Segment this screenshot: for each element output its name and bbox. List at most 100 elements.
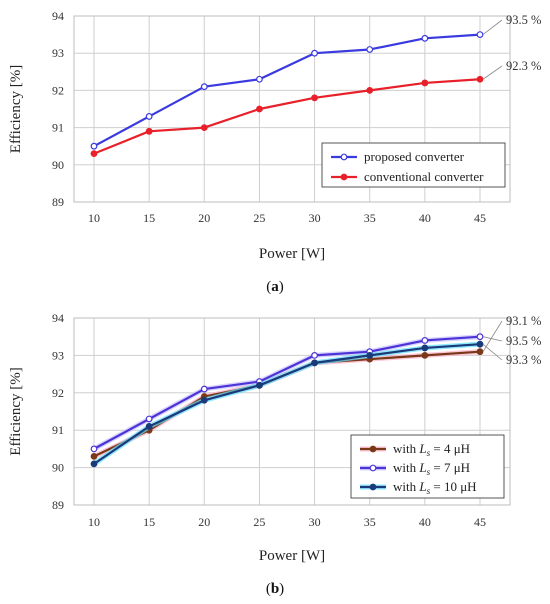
data-point: [200, 396, 208, 404]
data-point: [200, 124, 208, 131]
legend-label-prefix: with: [393, 479, 419, 494]
x-tick-label: 15: [143, 211, 155, 225]
y-tick-label: 93: [52, 348, 64, 362]
legend-marker: [340, 173, 348, 181]
data-point: [256, 75, 263, 83]
y-tick-label: 94: [52, 311, 64, 325]
data-point: [145, 415, 153, 423]
y-tick-label: 90: [52, 461, 64, 475]
data-point: [421, 337, 429, 344]
data-point: [256, 381, 263, 389]
annotation-leader: [482, 336, 503, 342]
x-tick-label: 10: [88, 211, 100, 225]
end-value-annotation: 93.3 %: [506, 353, 541, 367]
legend-label-suffix: = 4 μH: [430, 441, 470, 456]
data-point: [421, 79, 429, 87]
data-point: [476, 340, 484, 348]
data-point: [256, 105, 263, 113]
plot-frame: [73, 15, 511, 203]
data-point: [311, 352, 318, 359]
legend-label-subscript: s: [427, 467, 431, 477]
legend-box: [321, 142, 506, 188]
legend-marker: [369, 483, 377, 491]
y-tick-label: 92: [52, 83, 64, 97]
legend-marker: [340, 153, 348, 161]
caption-close-paren: ): [279, 581, 284, 597]
y-tick-label: 90: [52, 158, 64, 172]
y-tick-label: 91: [52, 423, 64, 437]
y-tick-label: 94: [52, 9, 64, 23]
x-tick-label: 10: [88, 515, 100, 529]
data-point: [476, 75, 484, 83]
data-point: [421, 352, 429, 359]
x-axis-label: Power [W]: [259, 548, 325, 564]
chart-panel-b: 89 90 91 92 93 94 10 15 20 25 30 35 40 45 Power [W] Eff…: [8, 311, 541, 597]
x-tick-label: 20: [198, 515, 210, 529]
data-point: [90, 460, 98, 468]
x-tick-label: 40: [419, 211, 431, 225]
x-tick-label: 45: [474, 211, 486, 225]
panel-caption: (a): [266, 279, 284, 295]
caption-close-paren: ): [279, 279, 284, 295]
data-point: [200, 385, 208, 393]
data-point: [311, 49, 318, 57]
x-tick-label: 45: [474, 515, 486, 529]
data-point: [476, 31, 484, 38]
x-tick-label: 35: [364, 211, 376, 225]
legend-marker: [369, 445, 377, 453]
y-axis-label: Efficiency [%]: [8, 367, 24, 455]
y-tick-label: 93: [52, 46, 64, 60]
legend-label-symbol: L: [418, 479, 426, 494]
y-tick-label: 89: [52, 195, 64, 209]
data-point: [311, 359, 318, 367]
data-point: [90, 445, 98, 453]
data-point: [90, 150, 98, 158]
legend-label: conventional converter: [364, 169, 484, 184]
annotation-leader: [482, 343, 503, 361]
x-tick-label: 40: [419, 515, 431, 529]
legend-label: proposed converter: [364, 149, 465, 164]
series-line: [93, 33, 481, 148]
caption-letter: a: [271, 279, 279, 295]
end-value-annotation: 93.5 %: [506, 13, 541, 27]
series-line: [93, 78, 481, 155]
x-tick-label: 15: [143, 515, 155, 529]
legend-label-suffix: = 7 μH: [430, 460, 470, 475]
y-tick-label: 91: [52, 121, 64, 135]
x-axis-label: Power [W]: [259, 246, 325, 262]
data-point: [200, 83, 208, 91]
legend-label: with Ls = 7 μH: [393, 460, 470, 477]
caption-open-paren: (: [266, 279, 271, 295]
data-point: [145, 127, 153, 135]
legend-marker: [369, 464, 377, 472]
x-tick-label: 35: [364, 515, 376, 529]
y-tick-label: 89: [52, 498, 64, 512]
data-point: [366, 86, 374, 94]
legend-label-prefix: with: [393, 441, 419, 456]
legend-label-suffix: = 10 μH: [430, 479, 476, 494]
legend-label-prefix: with: [393, 460, 419, 475]
end-value-annotation: 93.5 %: [506, 334, 541, 348]
plot-frame: [73, 317, 511, 506]
series-line: [93, 335, 481, 450]
data-point: [476, 333, 484, 341]
annotation-leader: [482, 65, 503, 80]
legend-label-symbol: L: [418, 460, 426, 475]
data-point: [476, 348, 484, 356]
caption-letter: b: [271, 581, 279, 597]
data-point: [145, 113, 153, 120]
data-point: [421, 344, 429, 352]
data-point: [90, 452, 98, 460]
data-point: [421, 34, 429, 42]
y-axis-label: Efficiency [%]: [8, 65, 24, 153]
data-point: [145, 423, 153, 430]
panel-caption: (b): [266, 581, 284, 597]
x-tick-label: 25: [253, 211, 265, 225]
annotation-leader: [482, 19, 503, 35]
end-value-annotation: 93.1 %: [506, 314, 541, 328]
legend-label-subscript: s: [427, 486, 431, 496]
x-tick-label: 30: [309, 515, 321, 529]
data-point: [90, 142, 98, 150]
legend-label: with Ls = 10 μH: [393, 479, 477, 496]
